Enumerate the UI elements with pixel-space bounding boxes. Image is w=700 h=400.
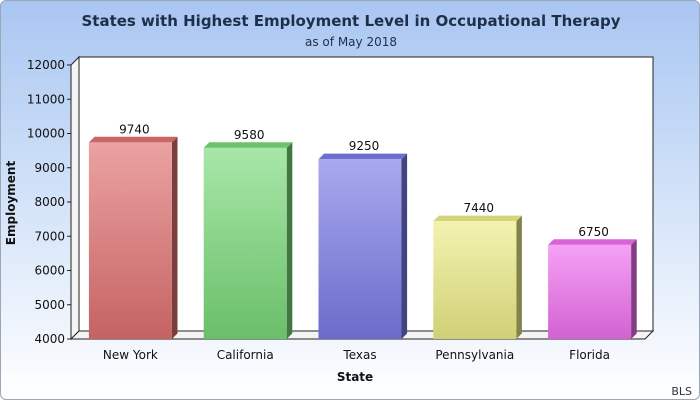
plot-area: 4000 5000 6000 7000 8000 9000 10000 11000 12000 9… [27,55,655,362]
x-axis-title: State [337,370,373,384]
bar [433,215,522,339]
data-label: 9250 [349,139,380,153]
x-tick-label: Florida [569,348,610,362]
bar [548,239,637,339]
x-tick-label: California [217,348,274,362]
bar [318,153,408,339]
bar-front [548,244,632,339]
y-tick-label: 6000 [34,264,65,278]
bar-top [433,215,522,222]
bar-front [203,147,287,339]
bar-top [203,142,293,148]
x-tick-label: Texas [342,348,376,362]
data-label: 7440 [464,201,495,215]
source-label: BLS [671,385,692,398]
bar-front [318,159,402,339]
y-tick-label: 11000 [27,92,65,106]
bar-front [88,142,172,339]
data-label: 9580 [234,128,265,142]
bar-side [516,215,522,339]
bar-top [88,136,178,143]
y-tick-label: 7000 [34,229,65,243]
bar-side [171,136,178,339]
y-tick-label: 8000 [34,195,65,209]
x-tick-label: Pennsylvania [435,348,514,362]
data-label: 6750 [578,225,609,239]
y-tick-label: 10000 [27,127,65,141]
y-tick-label: 5000 [34,298,65,312]
y-tick-label: 4000 [34,332,65,346]
bar [203,142,293,339]
plot-side-wall [70,55,80,341]
bar-top [548,239,637,245]
bar-top [318,153,408,160]
y-tick-label: 9000 [34,161,65,175]
bar [88,136,178,339]
bar-front [433,221,517,339]
bar-side [286,142,293,339]
y-tick-label: 12000 [27,58,65,72]
bar-side [401,153,408,339]
chart-subtitle: as of May 2018 [305,35,397,49]
y-axis-title: Employment [4,161,18,246]
bar-side [631,239,637,339]
data-label: 9740 [119,122,150,136]
chart-title: States with Highest Employment Level in … [81,12,620,30]
x-tick-label: New York [103,348,158,362]
